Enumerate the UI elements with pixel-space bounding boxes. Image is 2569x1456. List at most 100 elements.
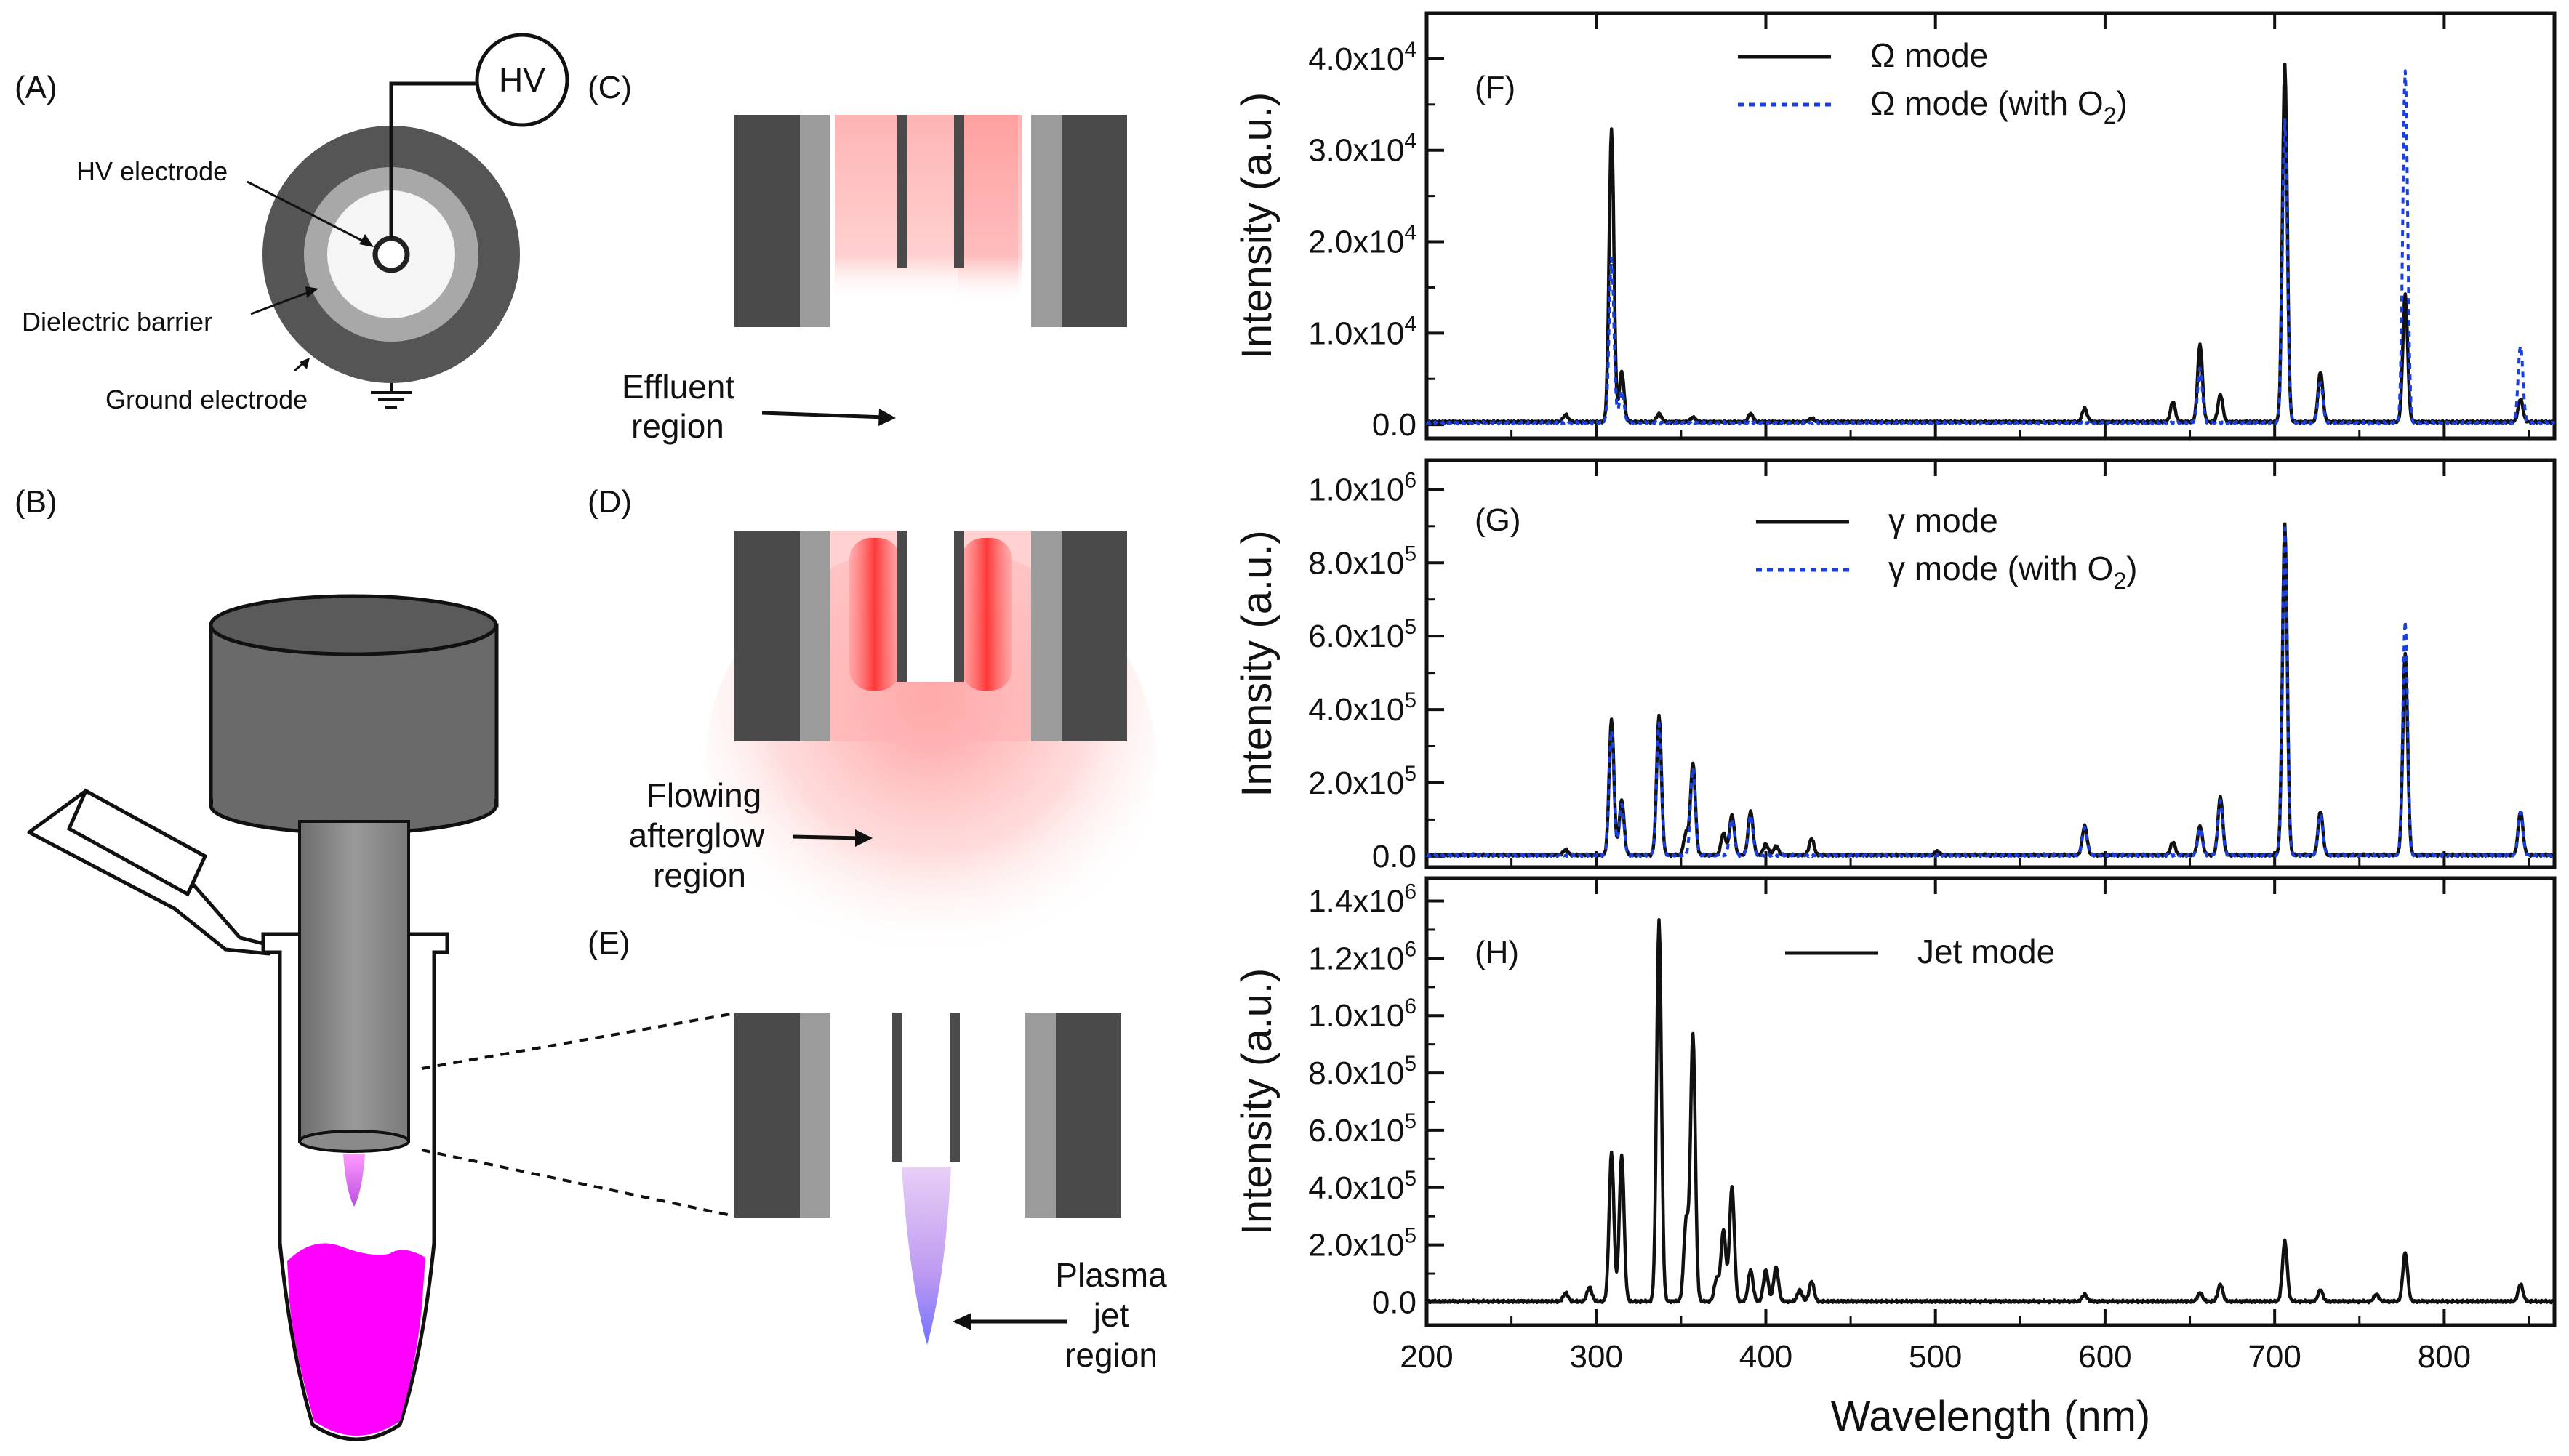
y-axis-title: Intensity (a.u.) bbox=[1233, 968, 1281, 1235]
panel-h-label: (H) bbox=[1475, 935, 1519, 970]
legend-label: γ mode (with O2) bbox=[1888, 550, 2137, 594]
y-tick-label: 4.0x104 bbox=[1308, 38, 1416, 77]
y-tick-label: 0.0 bbox=[1372, 839, 1416, 874]
x-tick-label: 700 bbox=[2248, 1339, 2301, 1375]
dielectric-left-d bbox=[800, 531, 830, 741]
ground-arrowhead bbox=[300, 358, 310, 369]
y-tick-label: 4.0x105 bbox=[1308, 688, 1416, 728]
y-tick-label: 8.0x105 bbox=[1308, 1052, 1416, 1091]
hv-electrode-arrowhead bbox=[359, 234, 374, 247]
effluent-arrowhead bbox=[878, 409, 896, 426]
hv-electrode-right-wall bbox=[954, 115, 964, 268]
dielectric-label: Dielectric barrier bbox=[22, 307, 212, 337]
panel-b: (B) bbox=[15, 484, 732, 1441]
panel-a: (A) HV HV electrode Dielectric barrier G… bbox=[15, 33, 569, 414]
series-line--mode-with-o2- bbox=[1426, 69, 2556, 426]
ground-electrode-right-e bbox=[1056, 1013, 1121, 1218]
effluent-glow-right bbox=[958, 115, 1022, 302]
chart-h: (H) 0.0 2.0x105 4.0x105 6.0x105 8.0x105 1.0x1… bbox=[1233, 876, 2557, 1440]
small-plasma-jet bbox=[343, 1154, 365, 1207]
tube-lid bbox=[27, 788, 271, 956]
legend-label: Ω mode bbox=[1870, 36, 1988, 74]
panel-d-label: (D) bbox=[588, 484, 632, 520]
dielectric-left bbox=[800, 115, 830, 327]
y-tick-label: 0.0 bbox=[1372, 407, 1416, 443]
dielectric-left-e bbox=[800, 1013, 830, 1218]
series-line-jet-mode bbox=[1425, 917, 2556, 1305]
hv-electrode-right-wall-e bbox=[950, 1013, 960, 1162]
x-tick-label: 600 bbox=[2078, 1339, 2131, 1375]
dielectric-right-d bbox=[1031, 531, 1062, 741]
legend-label: Jet mode bbox=[1917, 933, 2055, 970]
effluent-label-line2: region bbox=[631, 407, 724, 445]
panel-f-label: (F) bbox=[1475, 70, 1515, 105]
zoom-line-top bbox=[421, 1013, 732, 1070]
hv-electrode-left-wall-e bbox=[892, 1013, 902, 1162]
jet-nozzle bbox=[298, 820, 410, 1153]
afterglow-label-line3: region bbox=[653, 856, 746, 894]
effluent-arrow bbox=[761, 411, 886, 419]
y-tick-label: 1.4x106 bbox=[1308, 880, 1416, 920]
jet-label-line2: jet bbox=[1092, 1296, 1129, 1334]
plot-frame bbox=[1424, 458, 2557, 869]
hv-electrode-label: HV electrode bbox=[76, 156, 228, 186]
hv-source-label: HV bbox=[499, 61, 545, 99]
panel-c-label: (C) bbox=[588, 70, 632, 105]
ground-label: Ground electrode bbox=[105, 385, 308, 414]
jet-arrowhead bbox=[953, 1313, 971, 1330]
afterglow-label-line1: Flowing bbox=[646, 776, 762, 814]
ground-electrode-right bbox=[1062, 115, 1127, 327]
x-tick-label: 400 bbox=[1739, 1339, 1792, 1375]
ground-electrode-left bbox=[734, 115, 800, 327]
plasma-jet bbox=[902, 1167, 951, 1345]
zoom-line-bottom bbox=[421, 1149, 732, 1217]
y-tick-label: 6.0x105 bbox=[1308, 1109, 1416, 1149]
y-tick-label: 4.0x105 bbox=[1308, 1167, 1416, 1206]
hv-electrode bbox=[372, 236, 410, 273]
dielectric-arrow bbox=[250, 289, 313, 315]
panel-g-label: (G) bbox=[1475, 502, 1521, 538]
hv-electrode-arrow bbox=[247, 180, 369, 245]
jet-label-line1: Plasma bbox=[1055, 1256, 1167, 1294]
x-tick-label: 500 bbox=[1909, 1339, 1962, 1375]
y-tick-label: 2.0x104 bbox=[1308, 221, 1416, 260]
hv-source-icon bbox=[475, 33, 569, 127]
y-tick-label: 1.0x106 bbox=[1308, 468, 1416, 507]
y-tick-label: 1.0x104 bbox=[1308, 312, 1416, 351]
y-tick-label: 0.0 bbox=[1372, 1284, 1416, 1320]
afterglow-label-line2: afterglow bbox=[629, 816, 765, 854]
panel-e: (E) Plasma jet region bbox=[588, 925, 1167, 1374]
x-axis-title: Wavelength (nm) bbox=[1831, 1393, 2150, 1440]
afterglow-arrowhead bbox=[855, 829, 873, 847]
panel-a-label: (A) bbox=[15, 70, 57, 105]
y-axis-title: Intensity (a.u.) bbox=[1233, 530, 1281, 797]
y-tick-label: 6.0x105 bbox=[1308, 615, 1416, 654]
dielectric-arrowhead bbox=[305, 286, 318, 298]
afterglow-core-left bbox=[849, 538, 900, 691]
ground-electrode-right-d bbox=[1062, 531, 1127, 741]
hv-electrode-right-wall-d bbox=[954, 531, 964, 682]
jet-housing bbox=[209, 594, 499, 835]
plot-frame bbox=[1424, 11, 2557, 441]
y-tick-label: 1.2x106 bbox=[1308, 937, 1416, 976]
ground-electrode-left-e bbox=[734, 1013, 800, 1218]
effluent-label-line1: Effluent bbox=[622, 368, 734, 406]
jet-label-line3: region bbox=[1065, 1336, 1158, 1374]
legend-label: Ω mode (with O2) bbox=[1870, 84, 2128, 129]
dielectric-right bbox=[1031, 115, 1062, 327]
hv-electrode-bore-d bbox=[907, 531, 954, 682]
x-tick-label: 300 bbox=[1570, 1339, 1623, 1375]
liquid-sample bbox=[287, 1243, 425, 1436]
chart-g: (G) 0.0 2.0x105 4.0x105 6.0x105 8.0x105 1.0x1… bbox=[1233, 458, 2557, 874]
y-tick-label: 2.0x105 bbox=[1308, 762, 1416, 801]
dielectric-right-e bbox=[1025, 1013, 1056, 1218]
afterglow-arrow bbox=[792, 834, 862, 840]
chart-f: (F) 0.0 1.0x104 2.0x104 3.0x104 4.0x104 Inten… bbox=[1233, 11, 2557, 443]
y-tick-label: 3.0x104 bbox=[1308, 129, 1416, 169]
panel-e-label: (E) bbox=[588, 925, 630, 961]
y-tick-label: 8.0x105 bbox=[1308, 542, 1416, 581]
y-axis-title: Intensity (a.u.) bbox=[1233, 92, 1281, 359]
x-tick-label: 200 bbox=[1400, 1339, 1453, 1375]
afterglow-core-right bbox=[961, 538, 1012, 691]
